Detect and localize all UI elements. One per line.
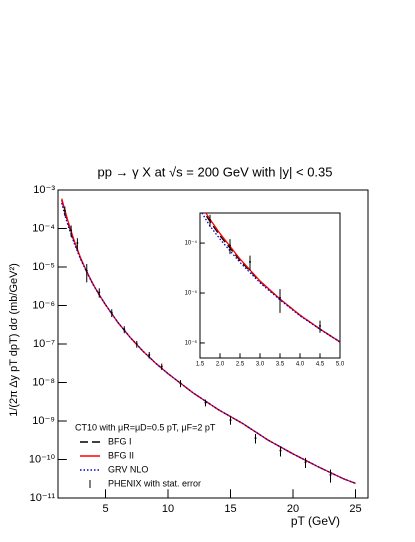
y-tick-label: 10⁻⁶ xyxy=(185,340,198,347)
data-point xyxy=(85,269,88,272)
data-point xyxy=(98,291,101,294)
data-point xyxy=(135,343,138,345)
data-point xyxy=(209,218,211,221)
x-tick-label: 25 xyxy=(349,503,361,515)
series-line xyxy=(201,213,340,343)
y-tick-label: 10⁻¹⁰ xyxy=(29,453,56,465)
legend-label: BFG II xyxy=(108,450,134,460)
y-tick-label: 10⁻⁷ xyxy=(33,338,55,350)
x-tick-label: 3.5 xyxy=(276,362,285,368)
data-point xyxy=(204,401,207,404)
data-point xyxy=(279,449,282,452)
x-tick-label: 4.0 xyxy=(296,362,305,368)
y-tick-label: 10⁻⁹ xyxy=(32,415,55,427)
data-point xyxy=(229,419,232,422)
x-tick-label: 2.5 xyxy=(236,362,245,368)
x-tick-label: 5.0 xyxy=(336,362,345,368)
x-tick-label: 3.0 xyxy=(256,362,265,368)
legend-label: BFG I xyxy=(108,436,132,446)
chart-title: pp → γ X at √s = 200 GeV with |y| < 0.35 xyxy=(97,164,332,179)
y-tick-label: 10⁻⁴ xyxy=(32,222,55,234)
legend-label: PHENIX with stat. error xyxy=(108,478,201,488)
y-axis-label: 1/(2π Δy pT dpT) dσ (mb/GeV²) xyxy=(8,263,20,417)
data-point xyxy=(319,324,321,327)
x-tick-label: 1.5 xyxy=(196,362,205,368)
data-point xyxy=(249,260,251,263)
data-point xyxy=(70,229,73,232)
x-tick-label: 2.0 xyxy=(216,362,225,368)
data-point xyxy=(123,328,126,331)
x-tick-label: 4.5 xyxy=(316,362,325,368)
plot-frame xyxy=(199,212,341,359)
x-tick-label: 20 xyxy=(287,503,299,515)
x-tick-label: 5 xyxy=(102,503,108,515)
legend-label: GRV NLO xyxy=(108,464,148,474)
y-tick-label: 10⁻⁶ xyxy=(32,299,55,311)
data-point xyxy=(279,296,281,299)
x-tick-label: 15 xyxy=(224,503,236,515)
x-tick-label: 10 xyxy=(162,503,174,515)
y-tick-label: 10⁻⁸ xyxy=(32,376,55,388)
data-point xyxy=(148,353,151,356)
data-point xyxy=(254,437,257,440)
data-point xyxy=(76,242,79,245)
y-tick-label: 10⁻¹¹ xyxy=(30,492,56,504)
data-point xyxy=(110,311,113,314)
y-tick-label: 10⁻⁵ xyxy=(185,290,198,297)
y-tick-label: 10⁻⁵ xyxy=(32,261,55,273)
y-tick-label: 10⁻³ xyxy=(33,184,55,196)
data-point xyxy=(160,365,163,368)
data-point xyxy=(179,382,182,385)
data-point xyxy=(229,244,231,247)
x-axis-label: pT (GeV) xyxy=(291,514,340,528)
data-point xyxy=(63,209,66,212)
data-point xyxy=(304,461,307,464)
y-tick-label: 10⁻⁴ xyxy=(185,240,198,247)
data-point xyxy=(329,473,332,476)
legend-title: CT10 with μR=μD=0.5 pT, μF=2 pT xyxy=(75,422,216,432)
